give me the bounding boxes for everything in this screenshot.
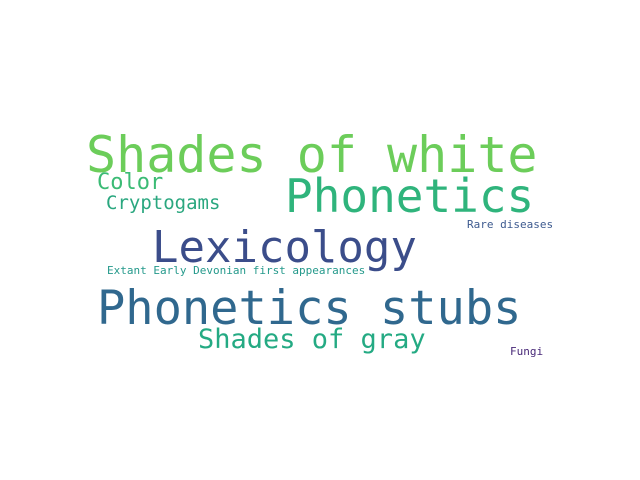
word-shades-of-gray: Shades of gray	[198, 324, 426, 355]
word-color: Color	[97, 170, 164, 195]
word-phonetics-stubs: Phonetics stubs	[97, 281, 522, 336]
word-shades-of-white: Shades of white	[86, 126, 538, 184]
word-extant-early-devonian: Extant Early Devonian first appearances	[107, 264, 366, 277]
word-phonetics: Phonetics	[285, 169, 535, 223]
word-rare-diseases: Rare diseases	[467, 218, 554, 231]
word-lexicology: Lexicology	[152, 222, 417, 273]
word-cryptogams: Cryptogams	[106, 192, 221, 214]
word-fungi: Fungi	[510, 345, 544, 358]
